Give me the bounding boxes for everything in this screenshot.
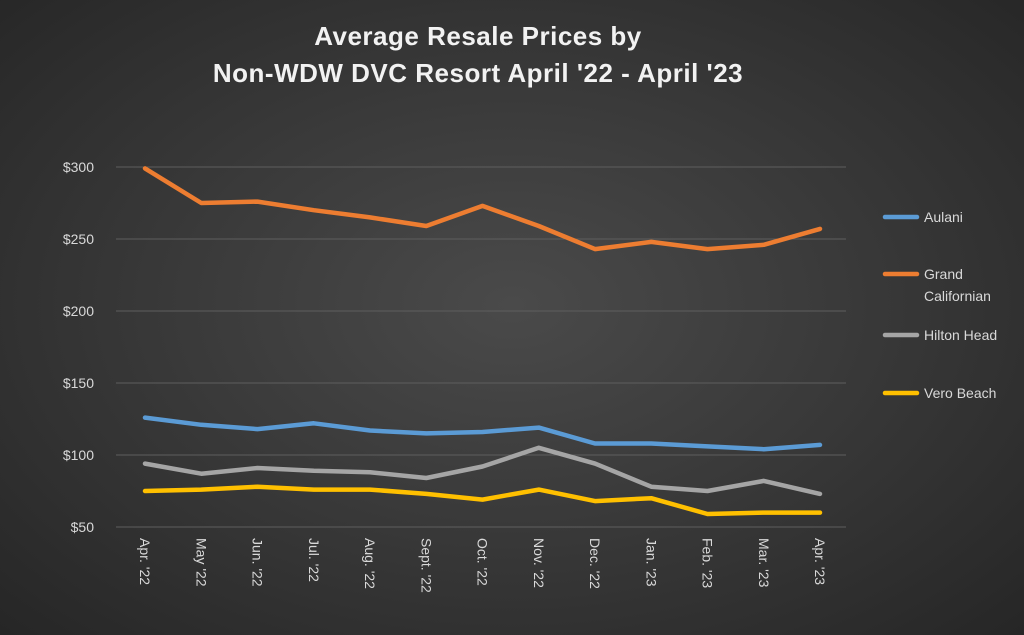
legend-label: Vero Beach xyxy=(924,385,996,401)
chart-title: Average Resale Prices by Non-WDW DVC Res… xyxy=(0,18,956,92)
x-tick-label: Dec. '22 xyxy=(587,538,603,589)
legend-label: Californian xyxy=(924,288,991,304)
x-tick-label: Aug. '22 xyxy=(362,538,378,589)
x-tick-label: Oct. '22 xyxy=(475,538,491,586)
series-line-aulani xyxy=(142,415,823,452)
x-tick-label: Sept. '22 xyxy=(418,538,434,593)
y-tick-label: $200 xyxy=(63,303,94,319)
x-tick-label: Apr. '22 xyxy=(137,538,153,585)
y-tick-label: $250 xyxy=(63,231,94,247)
x-tick-label: Apr. '23 xyxy=(812,538,828,585)
y-tick-label: $300 xyxy=(63,159,94,175)
legend-label: Aulani xyxy=(924,209,963,225)
x-tick-label: Jul. '22 xyxy=(306,538,322,582)
y-tick-label: $150 xyxy=(63,375,94,391)
x-tick-label: Feb. '23 xyxy=(700,538,716,588)
legend-label: Grand xyxy=(924,266,963,282)
chart-title-line-2: Non-WDW DVC Resort April '22 - April '23 xyxy=(212,58,744,88)
y-tick-label: $50 xyxy=(71,519,95,535)
series-line-grand-californian xyxy=(142,166,823,252)
legend-label: Hilton Head xyxy=(924,327,997,343)
x-tick-label: Jan. '23 xyxy=(643,538,659,587)
x-tick-label: May '22 xyxy=(193,538,209,587)
x-tick-label: Jun. '22 xyxy=(250,538,266,587)
chart-title-line-1: Average Resale Prices by xyxy=(314,21,642,51)
y-tick-label: $100 xyxy=(63,447,94,463)
x-tick-label: Nov. '22 xyxy=(531,538,547,588)
x-tick-label: Mar. '23 xyxy=(756,538,772,588)
